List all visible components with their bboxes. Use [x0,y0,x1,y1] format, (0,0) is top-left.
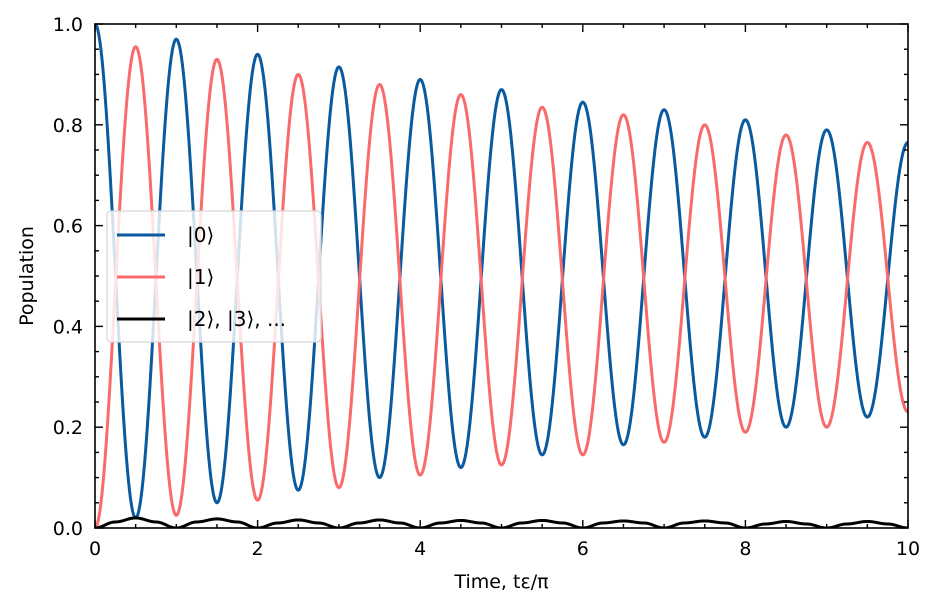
y-tick-label: 0.6 [53,216,83,238]
series-line-2 [95,516,908,528]
x-axis-label: Time, tε/π [453,571,548,593]
series-line-1 [95,45,908,528]
legend-entry: |1⟩ [187,265,214,289]
y-tick-label: 0.8 [53,115,83,137]
tick-labels: 0 2 4 6 8 10 0.0 0.2 0.4 0.6 0.8 1.0 [53,14,920,560]
y-tick-label: 0.4 [53,316,83,338]
legend-box [106,210,322,343]
x-tick-label: 0 [89,538,101,560]
axis-ticks [94,23,909,529]
x-tick-label: 6 [577,538,589,560]
plot-lines [95,24,908,528]
x-tick-label: 4 [414,538,426,560]
x-tick-label: 10 [896,538,920,560]
legend-entry: |0⟩ [187,223,214,247]
x-tick-label: 2 [252,538,264,560]
y-axis-label: Population [16,226,38,326]
y-tick-label: 0.0 [53,518,83,540]
legend-entry: |2⟩, |3⟩, ... [187,307,286,331]
series-line-0 [95,24,908,520]
y-tick-label: 1.0 [53,14,83,36]
legend: |0⟩ |1⟩ |2⟩, |3⟩, ... [106,210,322,343]
y-tick-label: 0.2 [53,417,83,439]
x-tick-label: 8 [739,538,751,560]
